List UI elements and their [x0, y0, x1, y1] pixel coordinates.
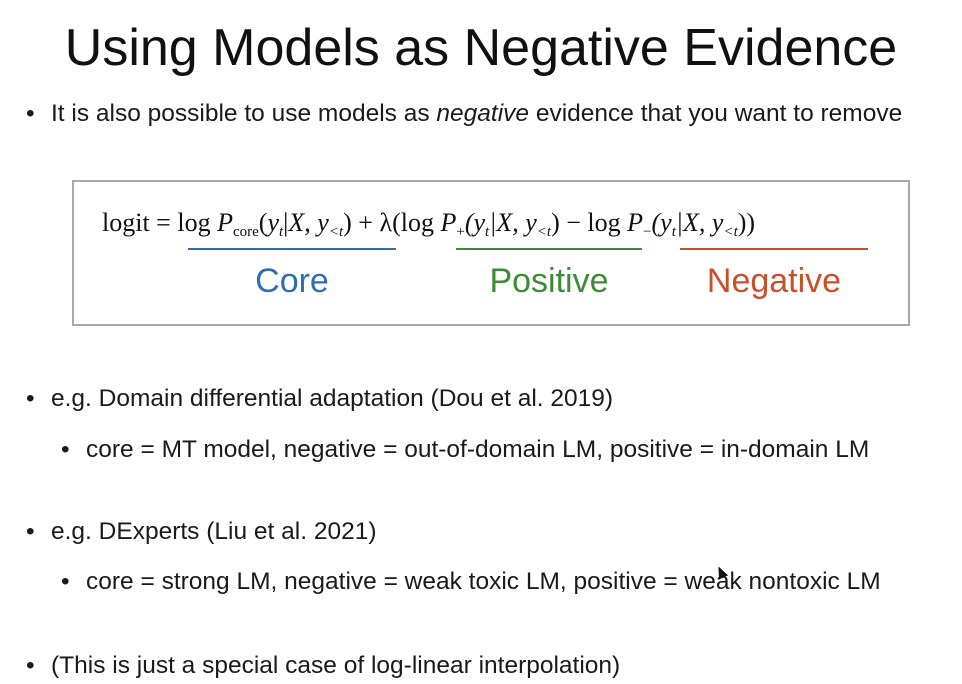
bullet-text: core = MT model, negative = out-of-domai…: [86, 436, 870, 463]
intro-text-after: evidence that you want to remove: [529, 100, 903, 127]
positive-label: Positive: [489, 262, 609, 300]
bullet-dot: •: [61, 568, 70, 595]
bullet-item: • e.g. DExperts (Liu et al. 2021): [26, 516, 931, 548]
bullet-dot: •: [26, 385, 35, 412]
bullet-text: e.g. Domain differential adaptation (Dou…: [51, 385, 614, 412]
core-underline: [188, 248, 396, 250]
bullet-dot: •: [61, 436, 70, 463]
bullet-text: core = strong LM, negative = weak toxic …: [86, 568, 881, 595]
minus-sign: −: [559, 208, 588, 237]
bullet-item: • e.g. Domain differential adaptation (D…: [26, 383, 931, 415]
core-label: Core: [255, 262, 329, 300]
plus-lambda: + λ(: [351, 208, 401, 237]
bullet-item: • (This is just a special case of log-li…: [26, 650, 931, 682]
negative-term: log P−(yt|X, y<t)): [587, 208, 756, 240]
intro-bullet: • It is also possible to use models as n…: [26, 98, 931, 130]
bullet-text: e.g. DExperts (Liu et al. 2021): [51, 518, 377, 545]
slide-title: Using Models as Negative Evidence: [64, 19, 898, 77]
sub-bullet-item: • core = MT model, negative = out-of-dom…: [61, 434, 936, 466]
positive-underline: [456, 248, 642, 250]
intro-text-before: It is also possible to use models as: [51, 100, 437, 127]
core-term: log Pcore(yt|X, y<t): [177, 208, 352, 240]
bullet-dot: •: [26, 518, 35, 545]
intro-emphasis: negative: [436, 100, 530, 127]
sub-bullet-item: • core = strong LM, negative = weak toxi…: [61, 566, 946, 598]
logit-formula: logit = log Pcore(yt|X, y<t) + λ(log P+(…: [102, 208, 755, 241]
negative-label: Negative: [706, 262, 842, 300]
bullet-dot: •: [26, 652, 35, 679]
negative-underline: [680, 248, 868, 250]
formula-lhs: logit =: [102, 208, 178, 237]
bullet-dot: •: [26, 100, 35, 127]
bullet-text: (This is just a special case of log-line…: [51, 652, 621, 679]
positive-term: log P+(yt|X, y<t): [400, 208, 560, 240]
formula-box: logit = log Pcore(yt|X, y<t) + λ(log P+(…: [72, 180, 910, 326]
